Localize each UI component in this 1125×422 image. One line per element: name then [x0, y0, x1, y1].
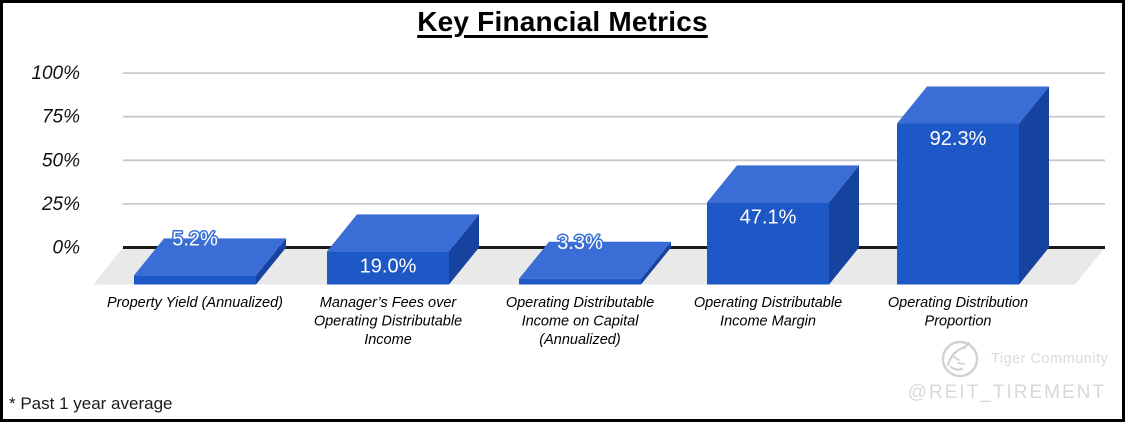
category-label-line: Manager’s Fees over: [320, 295, 458, 311]
category-label: Operating Distribution Proportion: [888, 295, 1028, 330]
bar-side-face: [256, 238, 286, 285]
y-tick-label: 0%: [53, 238, 81, 259]
category-label-line: Proportion: [925, 314, 992, 330]
footnote: * Past 1 year average: [9, 394, 173, 413]
category-label-line: Operating Distribution: [888, 295, 1028, 311]
y-tick-label: 25%: [41, 194, 80, 215]
bar-front-face: [707, 202, 829, 285]
category-label-line: Income Margin: [720, 314, 816, 330]
category-label-line: Operating Distributable: [694, 295, 842, 311]
bar-top-face: [897, 86, 1049, 124]
bar-value-label: 19.0%: [360, 256, 417, 278]
bar-value-label: 5.2%: [172, 229, 218, 251]
y-tick-label: 75%: [42, 107, 80, 128]
category-label-line: Income: [364, 332, 412, 348]
bar-front-face: [519, 278, 641, 285]
bar-front-face: [327, 251, 449, 285]
category-label-line: Income on Capital: [522, 314, 640, 330]
category-label: Property Yield (Annualized): [107, 295, 283, 311]
bar-side-face: [829, 165, 859, 285]
category-label: Operating Distributable Income on Capital…: [506, 295, 654, 348]
bar-value-label: 92.3%: [930, 128, 987, 150]
category-label-line: Operating Distributable: [314, 314, 462, 330]
bar-front-face: [134, 275, 256, 285]
category-label: Manager’s Fees over Operating Distributab…: [314, 295, 462, 348]
bar-side-face: [641, 241, 671, 285]
bar-top-face: [134, 238, 286, 276]
y-tick-label: 100%: [31, 63, 80, 84]
category-label-line: (Annualized): [539, 332, 620, 348]
chart-title: Key Financial Metrics: [417, 6, 708, 37]
category-label: Operating Distributable Income Margin: [694, 295, 842, 330]
category-label-line: Operating Distributable: [506, 295, 654, 311]
bar-top-face: [327, 214, 479, 252]
bar-side-face: [1019, 86, 1049, 285]
bar-side-face: [449, 214, 479, 285]
bar-top-face: [707, 165, 859, 203]
bar-value-label: 3.3%: [557, 232, 603, 254]
bar-top-face: [519, 241, 671, 279]
y-tick-label: 50%: [42, 150, 80, 171]
bar-front-face: [897, 123, 1019, 285]
category-label-line: Property Yield (Annualized): [107, 295, 283, 311]
bar-value-label: 47.1%: [740, 207, 797, 229]
